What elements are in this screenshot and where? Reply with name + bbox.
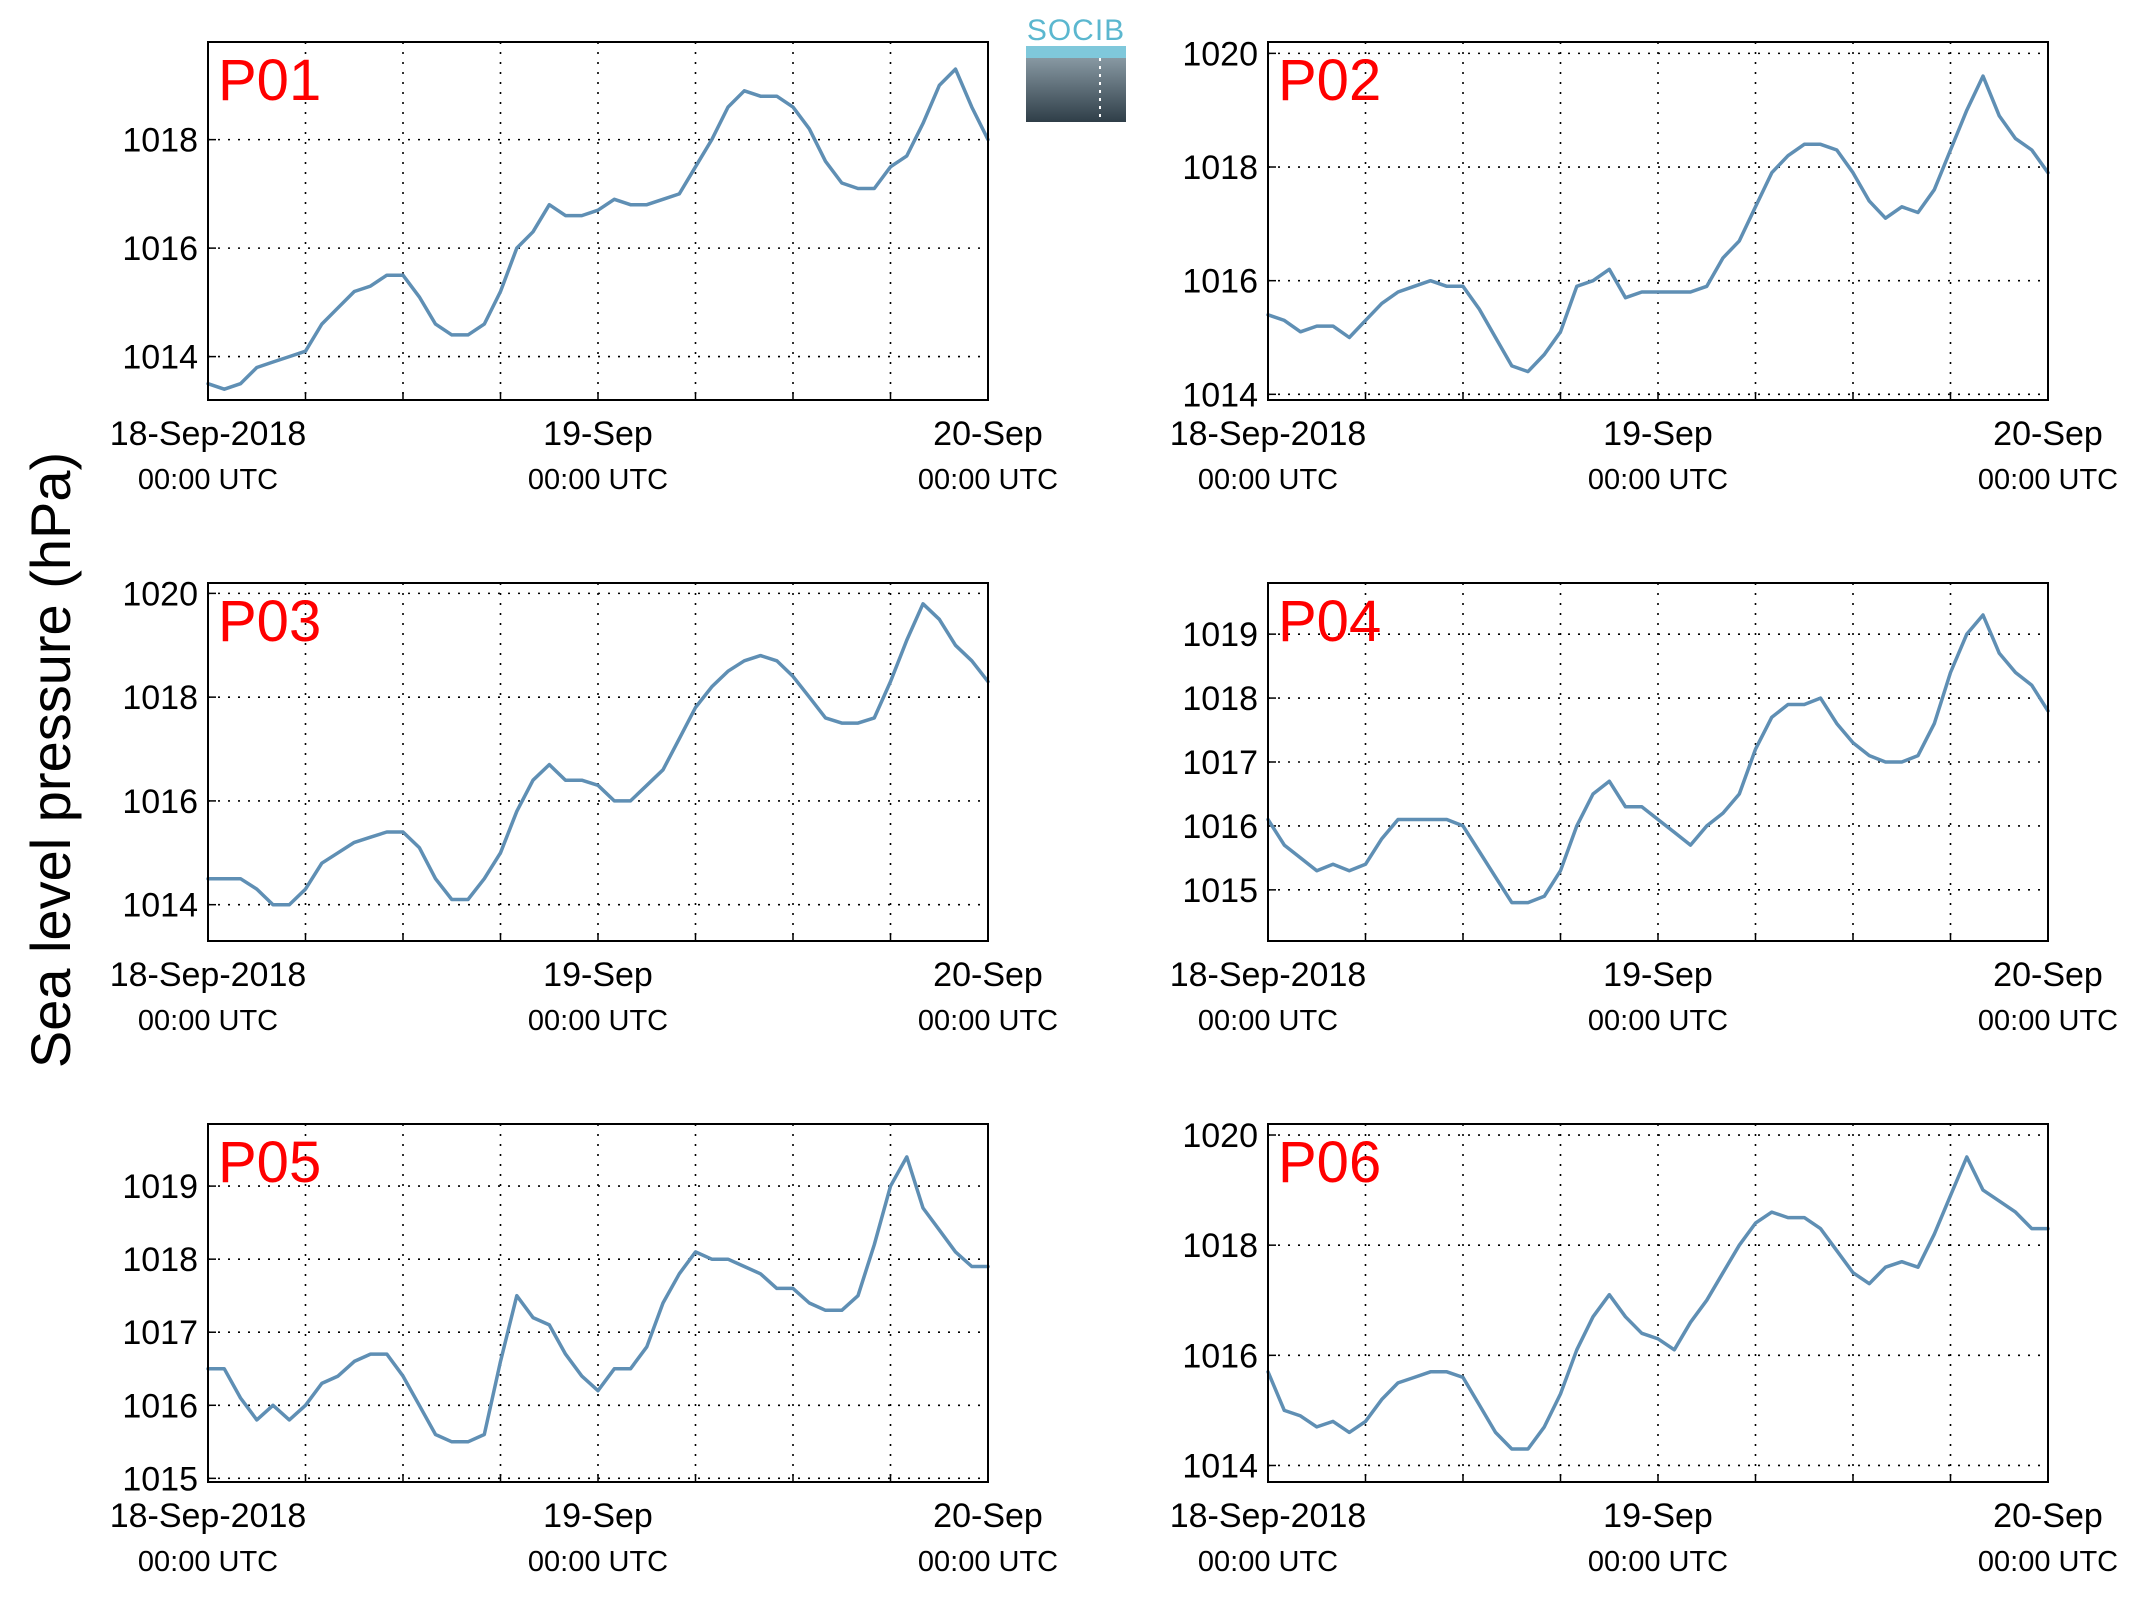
panel-label: P04 bbox=[1278, 589, 1381, 654]
x-tick-label: 20-Sep bbox=[1993, 415, 2103, 453]
panel-p05: 1015 1016 1017 1018 1019 18-Sep-2018 00:00 UTC… bbox=[110, 1123, 1058, 1578]
x-tick-label: 19-Sep bbox=[1603, 415, 1713, 453]
y-tick-label: 1017 bbox=[122, 1314, 198, 1352]
y-tick-label: 1016 bbox=[122, 230, 198, 268]
axes-frame bbox=[207, 41, 989, 401]
x-tick-sublabel: 00:00 UTC bbox=[1978, 1546, 2118, 1578]
y-tick-label: 1018 bbox=[122, 1241, 198, 1279]
panel-label: P02 bbox=[1278, 48, 1381, 113]
panel-p06: 1014 1016 1018 1020 18-Sep-2018 00:00 UTC 19-S… bbox=[1170, 1117, 2118, 1578]
y-tick-label: 1019 bbox=[122, 1168, 198, 1206]
x-tick-label: 18-Sep-2018 bbox=[1170, 956, 1367, 994]
x-tick-sublabel: 00:00 UTC bbox=[1588, 1005, 1728, 1037]
pressure-series-line bbox=[206, 1155, 990, 1444]
x-tick-sublabel: 00:00 UTC bbox=[138, 1005, 278, 1037]
y-tick-label: 1020 bbox=[122, 575, 198, 613]
axes-frame bbox=[207, 1123, 989, 1483]
x-tick-sublabel: 00:00 UTC bbox=[1198, 1546, 1338, 1578]
x-tick-label: 20-Sep bbox=[933, 956, 1043, 994]
x-tick-sublabel: 00:00 UTC bbox=[1978, 464, 2118, 496]
pressure-series-line bbox=[1266, 1155, 2050, 1451]
y-tick-label: 1020 bbox=[1182, 35, 1258, 73]
x-tick-sublabel: 00:00 UTC bbox=[918, 464, 1058, 496]
y-tick-label: 1020 bbox=[1182, 1117, 1258, 1155]
pressure-series-line bbox=[206, 67, 990, 391]
panel-label: P06 bbox=[1278, 1130, 1381, 1195]
x-tick-sublabel: 00:00 UTC bbox=[1198, 1005, 1338, 1037]
y-tick-label: 1018 bbox=[122, 122, 198, 160]
x-tick-label: 18-Sep-2018 bbox=[1170, 415, 1367, 453]
x-tick-label: 20-Sep bbox=[933, 1497, 1043, 1535]
axes-frame bbox=[1267, 582, 2049, 942]
y-tick-label: 1014 bbox=[1182, 1447, 1258, 1485]
x-tick-sublabel: 00:00 UTC bbox=[528, 1546, 668, 1578]
x-tick-label: 20-Sep bbox=[933, 415, 1043, 453]
x-tick-sublabel: 00:00 UTC bbox=[1198, 464, 1338, 496]
axes-frame bbox=[1267, 1123, 2049, 1483]
socib-logo: SOCIB bbox=[1026, 14, 1126, 122]
panel-p02: 1014 1016 1018 1020 18-Sep-2018 00:00 UTC 19-S… bbox=[1170, 35, 2118, 496]
y-tick-label: 1017 bbox=[1182, 744, 1258, 782]
x-tick-label: 20-Sep bbox=[1993, 956, 2103, 994]
panel-label: P05 bbox=[218, 1130, 321, 1195]
pressure-series-line bbox=[1266, 74, 2050, 374]
y-tick-label: 1016 bbox=[122, 1387, 198, 1425]
x-tick-sublabel: 00:00 UTC bbox=[918, 1546, 1058, 1578]
x-tick-sublabel: 00:00 UTC bbox=[1588, 464, 1728, 496]
x-tick-label: 19-Sep bbox=[543, 1497, 653, 1535]
x-tick-label: 20-Sep bbox=[1993, 1497, 2103, 1535]
y-tick-label: 1015 bbox=[1182, 872, 1258, 910]
x-tick-sublabel: 00:00 UTC bbox=[1978, 1005, 2118, 1037]
y-tick-label: 1015 bbox=[122, 1460, 198, 1498]
y-tick-label: 1019 bbox=[1182, 616, 1258, 654]
x-tick-sublabel: 00:00 UTC bbox=[918, 1005, 1058, 1037]
pressure-series-line bbox=[1266, 613, 2050, 905]
y-tick-label: 1018 bbox=[122, 679, 198, 717]
panel-p01: 1014 1016 1018 18-Sep-2018 00:00 UTC 19-Sep 00… bbox=[110, 41, 1058, 496]
panel-p04: 1015 1016 1017 1018 1019 18-Sep-2018 00:00 UTC… bbox=[1170, 582, 2118, 1037]
y-tick-label: 1016 bbox=[1182, 263, 1258, 301]
y-tick-label: 1014 bbox=[122, 887, 198, 925]
y-tick-label: 1018 bbox=[1182, 680, 1258, 718]
y-tick-label: 1016 bbox=[122, 783, 198, 821]
x-tick-label: 19-Sep bbox=[1603, 1497, 1713, 1535]
x-tick-label: 18-Sep-2018 bbox=[110, 415, 307, 453]
panel-label: P01 bbox=[218, 48, 321, 113]
x-tick-sublabel: 00:00 UTC bbox=[138, 1546, 278, 1578]
panel-label: P03 bbox=[218, 589, 321, 654]
logo-wordmark: SOCIB bbox=[1027, 14, 1125, 47]
x-tick-sublabel: 00:00 UTC bbox=[138, 464, 278, 496]
y-tick-label: 1014 bbox=[1182, 376, 1258, 414]
x-tick-sublabel: 00:00 UTC bbox=[528, 1005, 668, 1037]
axes-frame bbox=[1267, 41, 2049, 401]
x-tick-label: 18-Sep-2018 bbox=[1170, 1497, 1367, 1535]
y-tick-label: 1016 bbox=[1182, 808, 1258, 846]
x-tick-label: 19-Sep bbox=[543, 415, 653, 453]
x-tick-sublabel: 00:00 UTC bbox=[528, 464, 668, 496]
axes-frame bbox=[207, 582, 989, 942]
x-tick-label: 19-Sep bbox=[1603, 956, 1713, 994]
panel-p03: 1014 1016 1018 1020 18-Sep-2018 00:00 UTC 19-S… bbox=[110, 575, 1058, 1037]
x-tick-sublabel: 00:00 UTC bbox=[1588, 1546, 1728, 1578]
y-tick-label: 1018 bbox=[1182, 1227, 1258, 1265]
x-tick-label: 18-Sep-2018 bbox=[110, 1497, 307, 1535]
x-tick-label: 18-Sep-2018 bbox=[110, 956, 307, 994]
pressure-series-line bbox=[206, 602, 990, 907]
y-tick-label: 1014 bbox=[122, 339, 198, 377]
x-tick-label: 19-Sep bbox=[543, 956, 653, 994]
y-tick-label: 1016 bbox=[1182, 1337, 1258, 1375]
y-tick-label: 1018 bbox=[1182, 149, 1258, 187]
y-axis-label: Sea level pressure (hPa) bbox=[19, 452, 82, 1068]
